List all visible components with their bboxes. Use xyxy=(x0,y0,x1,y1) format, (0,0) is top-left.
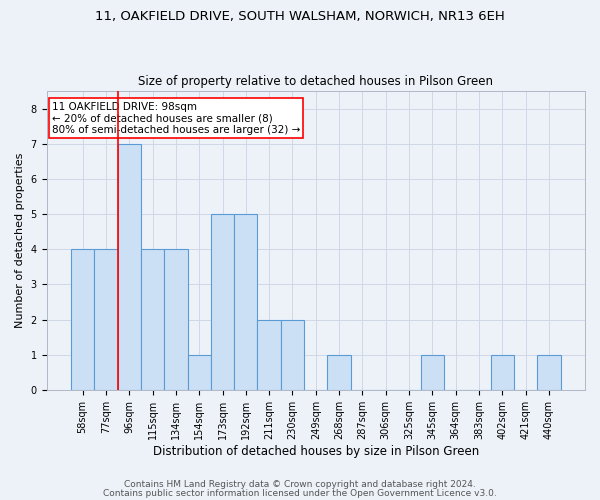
Text: 11, OAKFIELD DRIVE, SOUTH WALSHAM, NORWICH, NR13 6EH: 11, OAKFIELD DRIVE, SOUTH WALSHAM, NORWI… xyxy=(95,10,505,23)
Bar xyxy=(141,249,164,390)
Bar xyxy=(94,249,118,390)
Bar xyxy=(537,354,560,390)
Text: Contains HM Land Registry data © Crown copyright and database right 2024.: Contains HM Land Registry data © Crown c… xyxy=(124,480,476,489)
Bar xyxy=(491,354,514,390)
Bar xyxy=(118,144,141,390)
Text: 11 OAKFIELD DRIVE: 98sqm
← 20% of detached houses are smaller (8)
80% of semi-de: 11 OAKFIELD DRIVE: 98sqm ← 20% of detach… xyxy=(52,102,300,134)
Bar xyxy=(421,354,444,390)
Bar xyxy=(164,249,188,390)
Bar xyxy=(71,249,94,390)
Y-axis label: Number of detached properties: Number of detached properties xyxy=(15,153,25,328)
Bar xyxy=(211,214,234,390)
Text: Contains public sector information licensed under the Open Government Licence v3: Contains public sector information licen… xyxy=(103,490,497,498)
Title: Size of property relative to detached houses in Pilson Green: Size of property relative to detached ho… xyxy=(138,76,493,88)
X-axis label: Distribution of detached houses by size in Pilson Green: Distribution of detached houses by size … xyxy=(152,444,479,458)
Bar xyxy=(328,354,351,390)
Bar xyxy=(188,354,211,390)
Bar xyxy=(257,320,281,390)
Bar xyxy=(234,214,257,390)
Bar xyxy=(281,320,304,390)
